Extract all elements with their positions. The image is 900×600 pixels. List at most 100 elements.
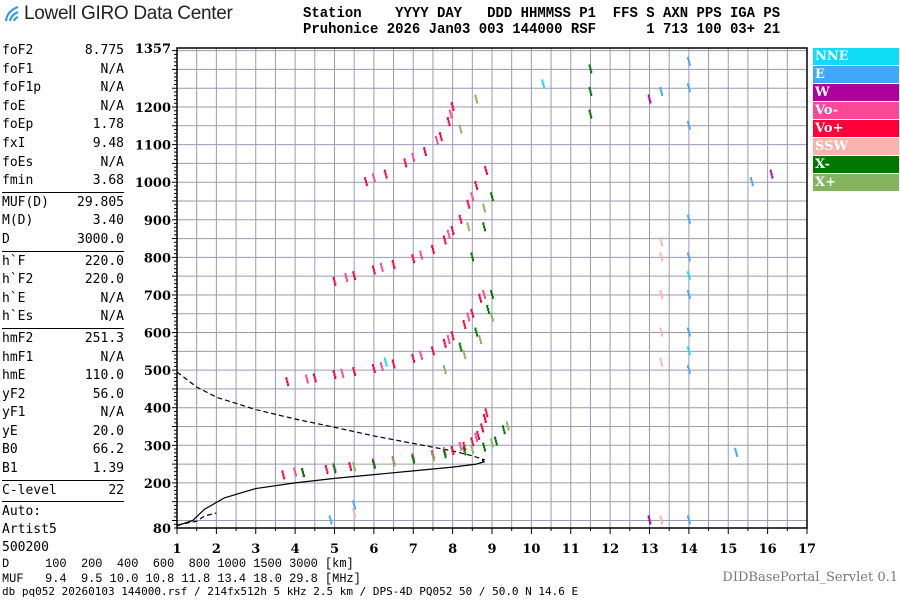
echo-point-xplus [470, 444, 473, 448]
echo-point-vominus [294, 473, 297, 477]
x-tick-label: 11 [562, 542, 580, 557]
echo-point-ssw [661, 333, 664, 337]
echo-point-voplus [439, 135, 442, 139]
echo-point-xplus [462, 350, 465, 354]
echo-point-voplus [462, 320, 465, 324]
param-name: yF2 [2, 386, 26, 402]
echo-point-xplus [482, 203, 485, 207]
echo-point-voplus [439, 132, 442, 136]
echo-point-e [688, 89, 691, 93]
echo-point-e [659, 86, 662, 90]
echo-point-e [353, 503, 356, 507]
echo-point-xminus [333, 467, 336, 471]
param-value: 110.0 [84, 368, 124, 384]
echo-point-vominus [447, 338, 450, 342]
y-tick-label: 400 [144, 402, 171, 417]
echo-point-voplus [373, 271, 376, 275]
echo-point-vominus [413, 158, 416, 162]
echo-point-voplus [460, 220, 463, 224]
echo-point-voplus [373, 370, 376, 374]
echo-point-ssw [660, 255, 663, 259]
echo-point-xminus [589, 67, 592, 71]
echo-point-vominus [420, 356, 423, 360]
param-name: B1 [2, 461, 18, 477]
param-value: 1.78 [92, 117, 124, 133]
param-value: 22 [108, 482, 124, 498]
echo-point-xminus [301, 468, 304, 472]
x-tick-label: 5 [330, 542, 339, 557]
logo-text: Lowell GIRO Data Center [24, 3, 233, 24]
echo-point-xplus [352, 462, 355, 466]
echo-point-vominus [442, 447, 445, 451]
echo-point-e [687, 327, 690, 331]
echo-point-xminus [460, 348, 463, 352]
echo-point-xminus [487, 310, 490, 314]
echo-point-e [688, 126, 691, 130]
echo-point-voplus [287, 383, 290, 387]
echo-point-vominus [373, 179, 376, 183]
echo-point-voplus [476, 186, 479, 190]
echo-point-voplus [393, 365, 396, 369]
param-value: 3.40 [92, 213, 124, 229]
echo-point-voplus [332, 276, 335, 280]
echo-point-vominus [472, 198, 475, 202]
echo-point-voplus [485, 171, 488, 175]
param-row: M(D) 3.40 [2, 212, 124, 231]
echo-point-e [750, 180, 753, 184]
param-row: foF1p N/A [2, 79, 124, 98]
echo-point-xplus [464, 356, 467, 360]
echo-point-xminus [491, 198, 494, 202]
echo-point-xplus [459, 127, 462, 131]
echo-point-xminus [442, 449, 445, 453]
echo-point-nne [385, 363, 388, 367]
echo-point-xplus [432, 458, 435, 462]
x-tick-label: 1 [172, 542, 181, 557]
echo-point-ssw [659, 289, 662, 293]
echo-point-xplus [479, 341, 482, 345]
param-name: hmF1 [2, 349, 34, 365]
echo-point-xplus [475, 97, 478, 101]
echo-point-xminus [302, 474, 305, 478]
echo-point-xminus [491, 295, 494, 299]
param-value: 20.0 [92, 423, 124, 439]
echo-point-vominus [381, 368, 384, 372]
param-row: D 3000.0 [2, 231, 124, 250]
echo-point-xminus [491, 292, 493, 296]
echo-point-voplus [463, 323, 466, 327]
echo-point-voplus [423, 147, 426, 151]
echo-point-voplus [442, 235, 445, 239]
param-name: MUF(D) [2, 194, 49, 210]
echo-point-xminus [483, 228, 486, 232]
x-tick-label: 13 [640, 542, 658, 557]
echo-point-ssw [659, 237, 662, 241]
x-tick-label: 8 [448, 542, 457, 557]
echo-point-voplus [353, 277, 356, 281]
echo-point-xminus [482, 222, 485, 226]
echo-point-voplus [364, 177, 367, 181]
echo-point-vominus [475, 435, 478, 439]
echo-point-nne [687, 349, 690, 353]
echo-point-nne [383, 357, 386, 361]
param-name: h`Es [2, 309, 34, 325]
echo-point-voplus [411, 353, 414, 357]
echo-point-voplus [450, 226, 453, 230]
echo-point-e [750, 177, 753, 181]
echo-point-voplus [334, 282, 337, 286]
echo-point-xplus [393, 463, 396, 467]
param-row: foE N/A [2, 98, 124, 117]
echo-point-vominus [420, 353, 423, 357]
echo-point-voplus [483, 416, 486, 420]
echo-point-vominus [419, 350, 422, 354]
echo-point-xminus [482, 442, 485, 446]
echo-point-voplus [391, 359, 394, 363]
echo-point-e [329, 518, 332, 522]
echo-point-vominus [379, 362, 382, 366]
echo-point-voplus [464, 326, 467, 330]
x-tick-label: 9 [487, 542, 496, 557]
echo-point-voplus [353, 370, 356, 374]
param-row: MUF(D) 29.805 [2, 194, 124, 213]
echo-point-voplus [352, 271, 355, 275]
param-value: N/A [100, 61, 124, 77]
